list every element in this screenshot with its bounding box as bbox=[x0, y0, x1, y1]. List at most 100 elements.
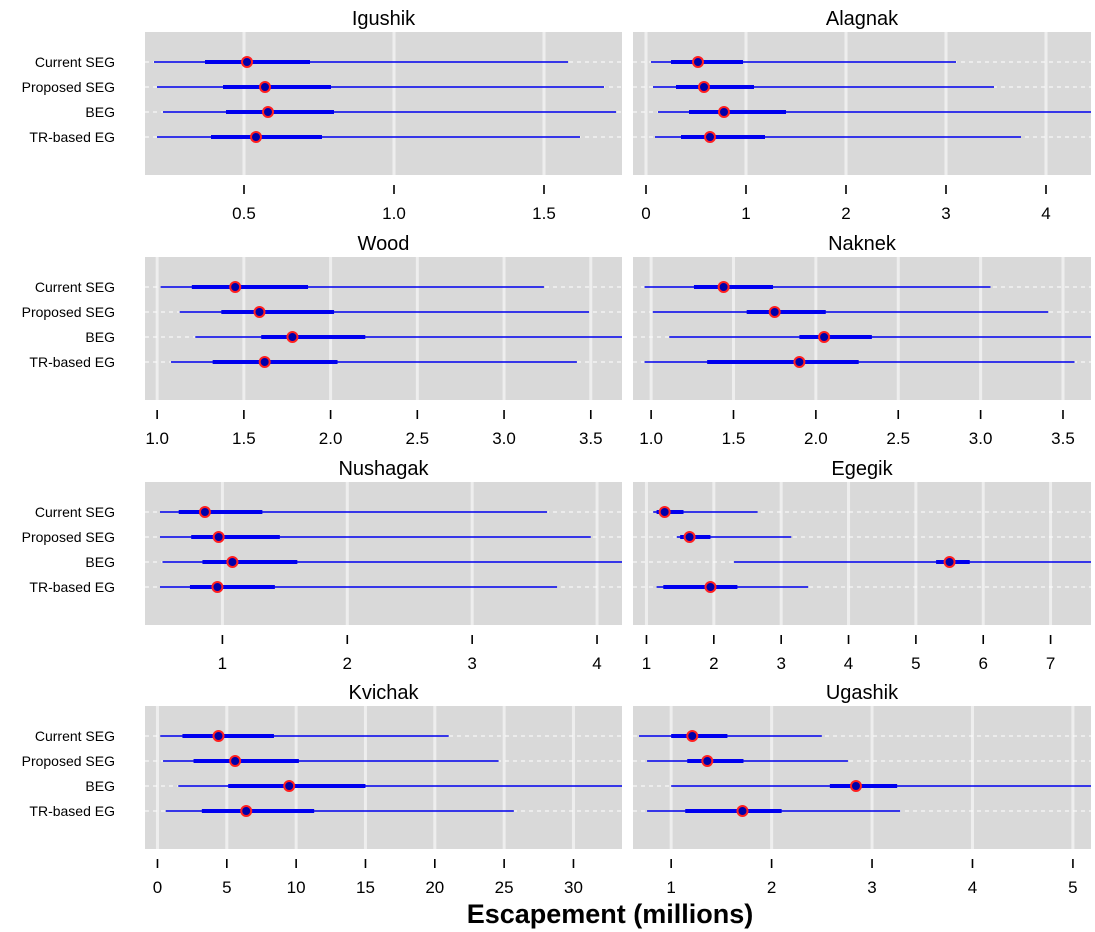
median-point bbox=[253, 306, 266, 318]
x-tick-label: 6 bbox=[979, 654, 988, 673]
x-tick-label: 4 bbox=[1041, 204, 1050, 223]
median-point bbox=[683, 531, 696, 543]
median-point bbox=[692, 56, 704, 68]
x-tick-label: 1 bbox=[741, 204, 750, 223]
panel-background bbox=[145, 257, 622, 400]
x-tick-label: 1.0 bbox=[145, 429, 169, 448]
panel-egegik: Egegik 1 2 3 4 5 6 7 bbox=[633, 458, 1091, 673]
median-point bbox=[226, 556, 239, 568]
x-tick-label: 3 bbox=[467, 654, 476, 673]
median-point bbox=[704, 581, 717, 593]
panel-background bbox=[145, 706, 622, 849]
row-label: BEG bbox=[85, 104, 115, 120]
median-point bbox=[262, 106, 274, 118]
x-tick-label: 1.5 bbox=[232, 429, 256, 448]
median-point bbox=[258, 356, 271, 368]
panel-kvichak: Kvichak Current SEG Proposed SEG BEG TR-base… bbox=[22, 682, 622, 897]
median-point bbox=[793, 356, 806, 368]
x-tick-label: 2 bbox=[709, 654, 718, 673]
x-tick-label: 2.5 bbox=[406, 429, 430, 448]
panel-background bbox=[145, 482, 622, 625]
x-tick-label: 0 bbox=[641, 204, 650, 223]
panel-title: Naknek bbox=[828, 233, 897, 255]
panel-background bbox=[633, 706, 1091, 849]
panel-title: Ugashik bbox=[826, 682, 899, 704]
median-point bbox=[698, 81, 710, 93]
panel-background bbox=[633, 32, 1091, 175]
panel-naknek: Naknek 1.0 1.5 2.0 2.5 3.0 3.5 bbox=[633, 233, 1091, 448]
x-tick-label: 7 bbox=[1046, 654, 1055, 673]
x-tick-label: 5 bbox=[1068, 878, 1077, 897]
median-point bbox=[658, 506, 671, 518]
panel-background bbox=[145, 32, 622, 175]
panel-background bbox=[633, 482, 1091, 625]
x-tick-label: 4 bbox=[968, 878, 977, 897]
x-tick-label: 1 bbox=[218, 654, 227, 673]
panel-title: Wood bbox=[358, 233, 410, 255]
row-label: TR-based EG bbox=[29, 803, 115, 819]
x-tick-label: 1.0 bbox=[382, 204, 406, 223]
median-point bbox=[286, 331, 299, 343]
panel-wood: Wood Current SEG Proposed SEG BEG TR-based E… bbox=[22, 233, 622, 448]
median-point bbox=[212, 730, 225, 742]
median-point bbox=[259, 81, 271, 93]
median-point bbox=[717, 281, 730, 293]
row-label: Current SEG bbox=[35, 728, 115, 744]
median-point bbox=[250, 131, 262, 143]
x-tick-label: 30 bbox=[564, 878, 583, 897]
median-point bbox=[240, 805, 253, 817]
panel-ugashik: Ugashik 1 2 3 4 5 bbox=[633, 682, 1091, 897]
median-point bbox=[212, 531, 225, 543]
row-label: Current SEG bbox=[35, 504, 115, 520]
median-point bbox=[701, 755, 714, 767]
x-tick-label: 1 bbox=[666, 878, 675, 897]
x-tick-label: 2.0 bbox=[319, 429, 343, 448]
x-tick-label: 20 bbox=[425, 878, 444, 897]
panel-background bbox=[633, 257, 1091, 400]
median-point bbox=[198, 506, 211, 518]
median-point bbox=[686, 730, 699, 742]
x-tick-label: 5 bbox=[222, 878, 231, 897]
panel-title: Alagnak bbox=[826, 8, 899, 30]
median-point bbox=[849, 780, 862, 792]
panel-title: Egegik bbox=[831, 458, 893, 480]
x-tick-label: 3.5 bbox=[1051, 429, 1075, 448]
x-tick-label: 5 bbox=[911, 654, 920, 673]
x-tick-label: 3 bbox=[867, 878, 876, 897]
x-tick-label: 3.0 bbox=[492, 429, 516, 448]
panel-title: Igushik bbox=[352, 8, 416, 30]
panel-title: Nushagak bbox=[338, 458, 429, 480]
row-label: TR-based EG bbox=[29, 129, 115, 145]
x-tick-label: 4 bbox=[592, 654, 601, 673]
median-point bbox=[718, 106, 730, 118]
row-label: Current SEG bbox=[35, 54, 115, 70]
x-tick-label: 0 bbox=[153, 878, 162, 897]
panel-alagnak: Alagnak 0 1 2 3 4 bbox=[633, 8, 1091, 223]
row-label: BEG bbox=[85, 778, 115, 794]
x-tick-label: 2.5 bbox=[886, 429, 910, 448]
x-tick-label: 3.5 bbox=[579, 429, 603, 448]
x-tick-label: 3.0 bbox=[969, 429, 993, 448]
x-tick-label: 15 bbox=[356, 878, 375, 897]
panel-title: Kvichak bbox=[348, 682, 419, 704]
x-tick-label: 2 bbox=[767, 878, 776, 897]
median-point bbox=[768, 306, 781, 318]
x-tick-label: 1.0 bbox=[639, 429, 663, 448]
row-label: Current SEG bbox=[35, 279, 115, 295]
x-tick-label: 1.5 bbox=[722, 429, 746, 448]
x-tick-label: 4 bbox=[844, 654, 853, 673]
x-tick-label: 3 bbox=[941, 204, 950, 223]
row-label: BEG bbox=[85, 329, 115, 345]
x-tick-label: 2.0 bbox=[804, 429, 828, 448]
panel-igushik: Igushik Current SEG Proposed SEG BEG TR-base… bbox=[22, 8, 622, 223]
x-tick-label: 1 bbox=[642, 654, 651, 673]
row-label: Proposed SEG bbox=[22, 79, 115, 95]
panel-nushagak: Nushagak Current SEG Proposed SEG BEG TR-bas… bbox=[22, 458, 622, 673]
row-label: TR-based EG bbox=[29, 354, 115, 370]
median-point bbox=[943, 556, 956, 568]
median-point bbox=[229, 281, 242, 293]
row-label: TR-based EG bbox=[29, 579, 115, 595]
x-tick-label: 10 bbox=[287, 878, 306, 897]
row-label: Proposed SEG bbox=[22, 753, 115, 769]
